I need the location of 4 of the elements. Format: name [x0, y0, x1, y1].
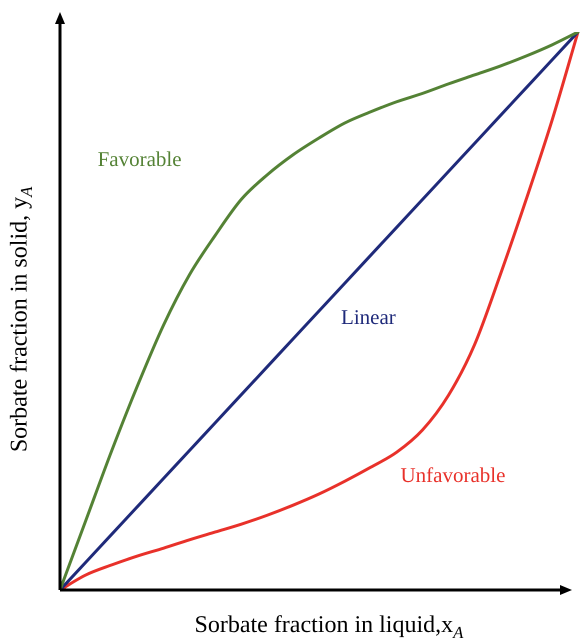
text: Favorable	[98, 147, 182, 172]
x-axis-title: Sorbate fraction in liquid,x$_{A}$	[194, 612, 464, 643]
series-label: Unfavorable	[400, 462, 506, 488]
series-label: Linear	[341, 304, 396, 330]
